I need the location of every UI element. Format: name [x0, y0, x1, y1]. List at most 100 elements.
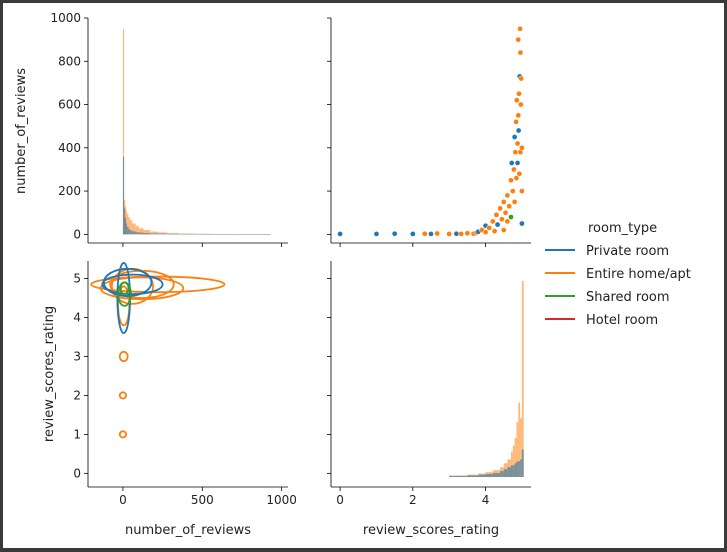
scatter-point — [493, 212, 500, 218]
legend-title: room_type — [588, 221, 657, 236]
x-tick-label: 0 — [119, 493, 127, 507]
legend-entry-label: Shared room — [586, 290, 670, 305]
scatter-point — [489, 218, 496, 225]
histogram-bar — [132, 231, 136, 235]
scatter-point — [517, 25, 523, 32]
scatter-point — [517, 101, 524, 108]
y-tick-label: 2 — [73, 388, 81, 402]
histogram-bar — [516, 422, 519, 477]
histogram-bar — [507, 467, 511, 477]
scatter-point — [513, 97, 520, 104]
histogram-bar — [257, 234, 271, 235]
marks-top-left — [122, 28, 271, 235]
scatter-point — [421, 230, 428, 237]
scatter-point — [508, 177, 514, 184]
histogram-bar — [520, 418, 522, 477]
histogram-bar — [521, 281, 524, 477]
scatter-point — [502, 209, 509, 216]
x-tick-label: 0 — [336, 493, 344, 507]
scatter-point — [511, 199, 518, 205]
scatter-point — [519, 220, 525, 227]
scatter-point — [515, 36, 522, 43]
panel-top-left: 0 200 400 600 800 1000 — [50, 11, 288, 247]
pairplot-figure: 0 200 400 600 800 1000 0 500 1000 0 1 2 3 4 5 0 2 4 number… — [3, 3, 724, 548]
histogram-bar — [514, 437, 517, 477]
histogram-bar — [157, 233, 168, 235]
scatter-point — [486, 225, 493, 231]
x-axis-label-number-of-reviews: number_of_reviews — [125, 523, 251, 538]
legend-entry-label: Private room — [586, 244, 669, 259]
histogram-bar — [128, 217, 131, 235]
histogram-bar — [211, 234, 235, 235]
histogram-bar — [135, 226, 139, 235]
histogram-bar — [512, 445, 515, 477]
scatter-point — [453, 230, 460, 237]
scatter-point — [511, 134, 518, 140]
scatter-point — [497, 205, 503, 212]
scatter-point — [337, 231, 343, 237]
histogram-bar — [124, 218, 127, 235]
histogram-bar — [492, 473, 501, 477]
scatter-point — [504, 218, 511, 225]
histogram-bar — [149, 231, 158, 235]
scatter-point — [517, 49, 524, 56]
panel-bottom-right: 0 2 4 — [327, 261, 531, 507]
histogram-bar — [467, 475, 479, 477]
histogram-bar — [122, 156, 125, 235]
scatter-point — [516, 90, 522, 97]
histogram-bar — [126, 213, 129, 235]
histogram-bar — [514, 463, 517, 477]
histogram-bar — [138, 232, 144, 235]
legend-entry-label: Hotel room — [586, 313, 658, 328]
scatter-point — [373, 231, 380, 237]
histogram-bar — [478, 474, 486, 477]
histogram-bar — [521, 449, 524, 477]
scatter-point — [464, 230, 471, 237]
scatter-point — [512, 149, 519, 155]
histogram-bar — [128, 228, 131, 235]
histogram-bar — [516, 461, 519, 477]
scatter-point — [513, 118, 519, 125]
histogram-bar — [194, 233, 212, 235]
y-axis-label-review-scores-rating: review_scores_rating — [42, 306, 57, 442]
scatter-point — [391, 230, 398, 237]
x-axis-label-review-scores-rating: review_scores_rating — [363, 523, 499, 538]
histogram-bar — [130, 220, 133, 235]
scatter-point — [482, 229, 489, 236]
histogram-bar — [449, 476, 468, 477]
scatter-point — [504, 192, 511, 199]
histogram-bar — [125, 223, 127, 235]
histogram-bar — [143, 233, 150, 235]
histogram-bar — [518, 461, 521, 477]
y-tick-label: 1000 — [50, 11, 81, 25]
histogram-bar — [511, 451, 513, 477]
x-tick-label: 500 — [191, 493, 214, 507]
scatter-point — [500, 227, 507, 233]
histogram-bar — [503, 469, 508, 477]
scatter-point — [519, 188, 525, 194]
histogram-bar — [511, 465, 513, 477]
histogram-bar — [157, 232, 168, 235]
kde-contour — [99, 276, 185, 301]
y-axis-label-number-of-reviews: number_of_reviews — [14, 68, 29, 194]
scatter-point — [519, 144, 525, 151]
histogram-bar — [122, 28, 125, 235]
scatter-point — [500, 199, 507, 205]
histogram-bar — [167, 233, 179, 235]
scatter-point — [518, 75, 525, 82]
histogram-bar — [138, 228, 144, 235]
y-tick-label: 0 — [73, 466, 81, 480]
marks-bottom-right — [449, 281, 524, 477]
y-tick-label: 800 — [58, 54, 81, 68]
scatter-point — [508, 160, 515, 166]
y-tick-label: 4 — [73, 311, 81, 325]
kde-contour — [119, 281, 130, 296]
legend-entry-label: Entire home/apt — [586, 267, 691, 282]
histogram-bar — [500, 471, 504, 477]
scatter-point — [513, 175, 520, 181]
scatter-point — [514, 140, 521, 147]
scatter-point — [494, 221, 501, 228]
histogram-bar — [135, 232, 139, 235]
y-tick-label: 400 — [58, 141, 81, 155]
y-tick-label: 5 — [73, 272, 81, 286]
